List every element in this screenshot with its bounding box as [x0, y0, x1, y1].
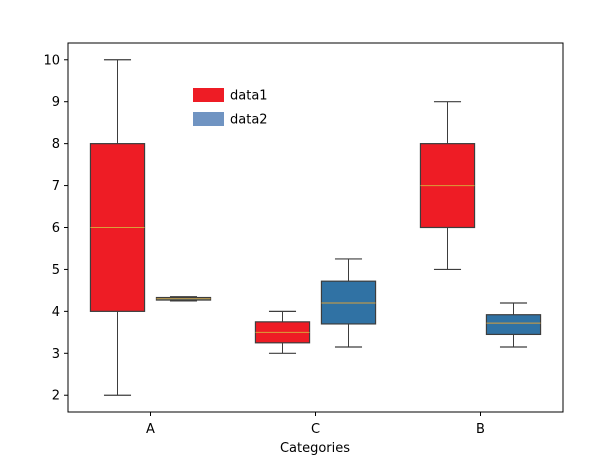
y-tick-label: 8 — [52, 137, 60, 152]
box-data1-C — [254, 310, 311, 354]
x-tick-label: B — [476, 422, 485, 437]
x-tick-label: A — [146, 422, 155, 437]
legend: data1 data2 — [193, 88, 268, 128]
y-tick-label: 2 — [52, 389, 60, 404]
legend-label-data1: data1 — [230, 89, 268, 104]
legend-swatch-data2 — [193, 112, 224, 126]
plot-boxes — [89, 59, 542, 396]
box-data1-A — [89, 59, 146, 396]
x-tick-label: C — [311, 422, 320, 437]
box-iqr — [485, 314, 542, 336]
y-tick-label: 4 — [52, 305, 60, 320]
y-tick-label: 9 — [52, 95, 60, 110]
box-data1-B — [419, 101, 476, 271]
box-data2-B — [485, 302, 542, 348]
legend-label-data2: data2 — [230, 113, 268, 128]
box-data2-A — [155, 296, 212, 302]
y-tick-label: 7 — [52, 179, 60, 194]
y-tick-label: 3 — [52, 347, 60, 362]
y-tick-label: 5 — [52, 263, 60, 278]
y-axis: 2 3 4 5 6 7 8 9 10 — [43, 53, 68, 404]
y-tick-label: 6 — [52, 221, 60, 236]
legend-swatch-data1 — [193, 88, 224, 102]
box-data2-C — [320, 258, 377, 348]
y-tick-label: 10 — [43, 53, 60, 68]
x-axis-label: Categories — [280, 441, 350, 456]
